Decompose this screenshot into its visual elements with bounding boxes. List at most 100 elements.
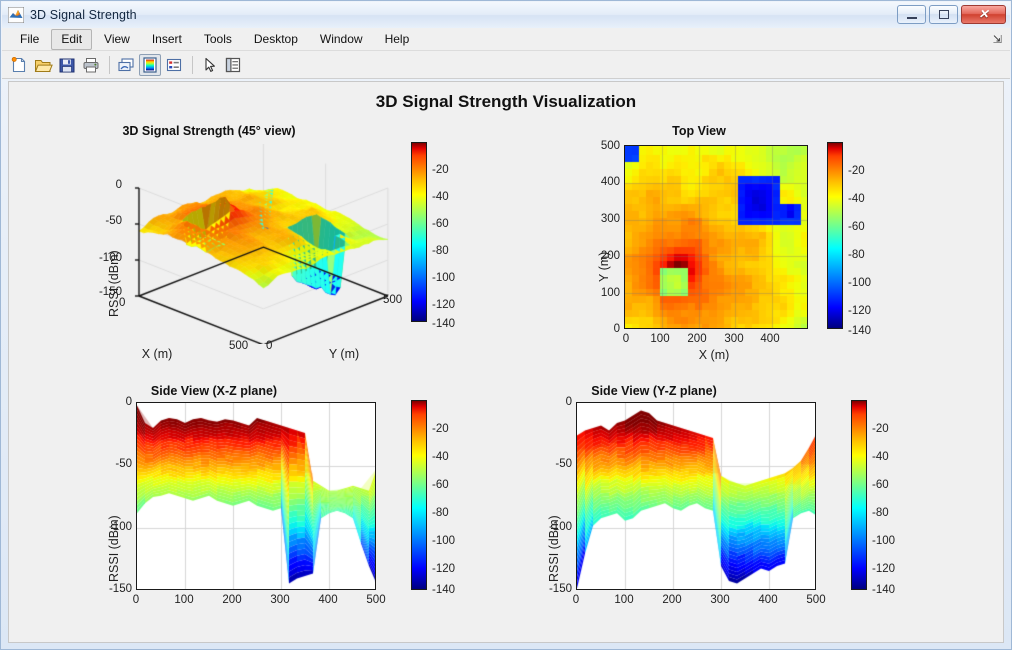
menu-tools[interactable]: Tools [203, 31, 232, 46]
menu-bar: File Edit View Insert Tools Desktop Wind… [2, 28, 1010, 51]
colorbar-top-view[interactable] [827, 142, 843, 329]
ytick-t3: 300 [600, 213, 620, 225]
toolbar-separator-1 [109, 55, 110, 74]
xtick-t1: 100 [650, 333, 670, 345]
side-view-xz-plot[interactable] [136, 402, 376, 590]
close-button[interactable]: ✕ [961, 5, 1006, 24]
insert-colorbar-icon[interactable] [139, 53, 161, 76]
xtick-max-surface-3d: 500 [229, 340, 249, 352]
window-title: 3D Signal Strength [30, 8, 137, 22]
cbtick-y1: -40 [872, 451, 889, 463]
colorbar-side-xz[interactable] [411, 400, 427, 590]
ytick-xz2: -100 [108, 521, 132, 533]
cbtick-y0: -20 [872, 423, 889, 435]
ytick-t2: 200 [600, 250, 620, 262]
cbtick-x3: -80 [432, 507, 449, 519]
cbtick-s6: -140 [432, 318, 456, 330]
cbtick-t6: -140 [848, 325, 872, 337]
subplot-title-top-view: Top View [672, 124, 726, 138]
xtick-yz4: 400 [758, 594, 778, 606]
xtick-xz5: 500 [366, 594, 386, 606]
xtick-yz0: 0 [572, 594, 580, 606]
ytick-t1: 100 [600, 287, 620, 299]
cbtick-s0: -20 [432, 164, 449, 176]
pointer-select-icon[interactable] [198, 54, 220, 76]
xtick-t0: 0 [622, 333, 630, 345]
xtick-t2: 200 [687, 333, 707, 345]
minimize-button[interactable] [897, 5, 926, 24]
xtick-t4: 400 [760, 333, 780, 345]
menu-help[interactable]: Help [384, 31, 410, 46]
ytick-max-surface-3d: 500 [383, 294, 403, 306]
cbtick-t4: -100 [848, 277, 872, 289]
xtick-xz1: 100 [174, 594, 194, 606]
cbtick-x0: -20 [432, 423, 449, 435]
cbtick-y2: -60 [872, 479, 889, 491]
ytick-xz0: 0 [125, 396, 132, 408]
ytick-yz1: -50 [555, 458, 572, 470]
toolbar-separator-2 [192, 55, 193, 74]
ytick-t0: 0 [613, 323, 620, 335]
cbtick-t5: -120 [848, 305, 872, 317]
save-figure-icon[interactable] [56, 54, 78, 76]
ytick-t4: 400 [600, 176, 620, 188]
menu-view[interactable]: View [104, 31, 130, 46]
colorbar-side-yz[interactable] [851, 400, 867, 590]
menu-window[interactable]: Window [319, 31, 363, 46]
ytick-t5: 500 [600, 140, 620, 152]
link-plot-icon[interactable] [115, 54, 137, 76]
figure-canvas: 3D Signal Strength Visualization 3D Sign… [8, 81, 1004, 643]
matlab-membrane-icon [7, 6, 25, 24]
ytick-yz0: 0 [565, 396, 572, 408]
surface-3d-plot[interactable] [121, 144, 421, 344]
subplot-title-side-xz: Side View (X-Z plane) [150, 384, 278, 398]
cbtick-s1: -40 [432, 191, 449, 203]
cbtick-s5: -120 [432, 299, 456, 311]
xtick-yz1: 100 [614, 594, 634, 606]
ytick-yz3: -150 [548, 583, 572, 595]
new-figure-icon[interactable] [8, 54, 30, 76]
cbtick-s4: -100 [432, 272, 456, 284]
show-plot-tools-icon[interactable] [222, 54, 244, 76]
title-bar: 3D Signal Strength ✕ [2, 2, 1010, 28]
tool-bar [2, 51, 1010, 79]
ytick-yz2: -100 [548, 521, 572, 533]
top-view-plot[interactable] [624, 145, 808, 329]
menu-expand-icon[interactable]: ⇲ [992, 34, 1002, 46]
menu-insert[interactable]: Insert [151, 31, 182, 46]
menu-edit[interactable]: Edit [51, 28, 93, 50]
colorbar-surface-3d[interactable] [411, 142, 427, 322]
ztick-3: -150 [98, 286, 122, 298]
ztick-1: -50 [105, 215, 122, 227]
insert-legend-icon[interactable] [163, 54, 185, 76]
cbtick-t3: -80 [848, 249, 865, 261]
cbtick-s3: -80 [432, 245, 449, 257]
cbtick-x6: -140 [432, 584, 456, 596]
close-icon: ✕ [978, 7, 989, 21]
axis-label-y-surface-3d: Y (m) [328, 347, 360, 361]
print-figure-icon[interactable] [80, 54, 102, 76]
cbtick-s2: -60 [432, 218, 449, 230]
menu-file[interactable]: File [20, 31, 40, 46]
xtick-xz2: 200 [222, 594, 242, 606]
xtick-xz3: 300 [270, 594, 290, 606]
xtick-yz3: 300 [710, 594, 730, 606]
maximize-button[interactable] [929, 5, 958, 24]
cbtick-t1: -40 [848, 193, 865, 205]
cbtick-y5: -120 [872, 563, 896, 575]
cbtick-y4: -100 [872, 535, 896, 547]
open-file-icon[interactable] [32, 54, 54, 76]
figure-title: 3D Signal Strength Visualization [375, 92, 637, 111]
ytick-xz1: -50 [115, 458, 132, 470]
cbtick-t0: -20 [848, 165, 865, 177]
xtick-origin-surface-3d: 0 [119, 297, 126, 309]
side-view-yz-plot[interactable] [576, 402, 816, 590]
menu-desktop[interactable]: Desktop [253, 31, 298, 46]
cbtick-x5: -120 [432, 563, 456, 575]
cbtick-x2: -60 [432, 479, 449, 491]
axis-label-x-surface-3d: X (m) [141, 347, 173, 361]
xtick-t3: 300 [724, 333, 744, 345]
axis-label-x-top-view: X (m) [698, 348, 730, 362]
xtick-xz4: 400 [318, 594, 338, 606]
